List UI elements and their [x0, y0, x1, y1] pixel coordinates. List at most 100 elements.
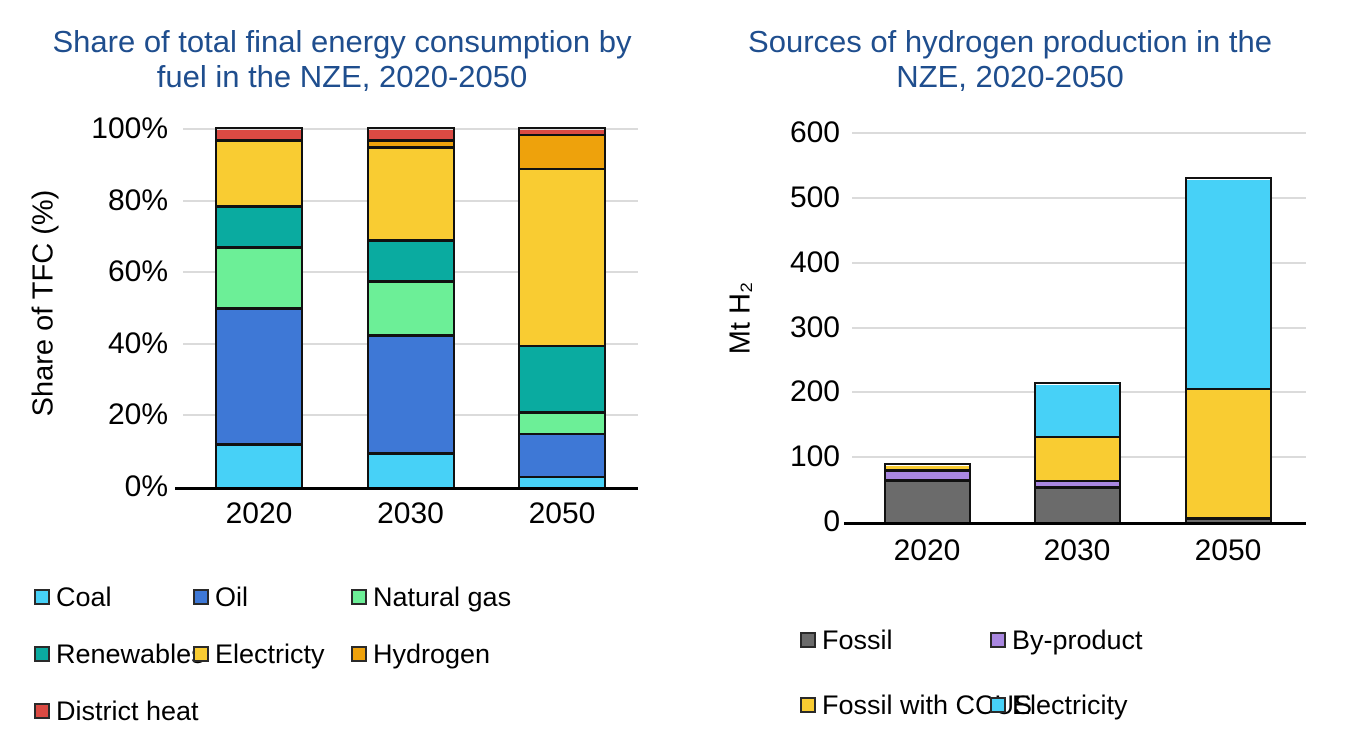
- y-tick-label-60: 60%: [107, 255, 168, 289]
- legend-label-hydrogen: Hydrogen: [373, 638, 491, 669]
- legend-item-hydrogen: Hydrogen: [351, 638, 490, 670]
- legend-label-electricity: Electricity: [1012, 689, 1128, 720]
- chart-title-line-2: fuel in the NZE, 2020-2050: [156, 59, 528, 94]
- y-tick-label-100: 100: [789, 440, 840, 474]
- legend-swatch-oil: [193, 589, 209, 605]
- legend-label-district-heat: District heat: [56, 695, 199, 726]
- bar-segment-fossil: [885, 480, 969, 523]
- segment-divider: [368, 239, 453, 242]
- bar-segment-fossil: [1035, 487, 1119, 523]
- bar-segment-district-heat: [520, 129, 604, 135]
- bar-2030: [1033, 382, 1121, 525]
- chart-title: Sources of hydrogen production in the NZE…: [689, 24, 1331, 94]
- bar-segment-hydrogen: [520, 134, 604, 169]
- legend-swatch-hydrogen: [351, 646, 367, 662]
- y-tick-label-600: 600: [789, 116, 840, 149]
- y-tick-label-0: 0: [823, 505, 840, 538]
- bar-segment-district-heat: [217, 129, 301, 141]
- segment-divider: [1035, 479, 1119, 483]
- legend-item-fossil: Fossil: [800, 624, 893, 656]
- bar-segment-electricity: [1035, 385, 1119, 437]
- bar-segment-coal: [217, 444, 301, 488]
- segment-divider: [368, 280, 453, 283]
- segment-divider: [885, 479, 969, 482]
- segment-divider: [1035, 486, 1119, 489]
- bar-segment-natural-gas: [520, 412, 604, 434]
- segment-divider: [217, 443, 301, 446]
- segment-divider: [885, 469, 969, 472]
- segment-divider: [217, 307, 301, 310]
- legend-label-renewables: Renewables: [56, 638, 205, 669]
- legend-item-electricty: Electricty: [193, 638, 325, 670]
- segment-divider: [1186, 387, 1270, 391]
- bar-segment-oil: [217, 308, 301, 445]
- segment-divider: [520, 432, 604, 436]
- legend-item-oil: Oil: [193, 581, 248, 613]
- legend-swatch-renewables: [34, 646, 50, 662]
- y-tick-label-200: 200: [789, 375, 840, 409]
- legend-swatch-natural-gas: [351, 589, 367, 605]
- legend-label-oil: Oil: [215, 581, 248, 612]
- bar-segment-fossil: [1186, 518, 1270, 523]
- legend-item-natural-gas: Natural gas: [351, 581, 511, 613]
- bar-segment-district-heat: [368, 129, 453, 141]
- x-tick-label-2020: 2020: [893, 534, 961, 567]
- bar-segment-electricity: [1186, 180, 1270, 389]
- bar-2050: [518, 126, 606, 490]
- segment-divider: [1035, 435, 1119, 439]
- segment-divider: [520, 344, 604, 348]
- legend-swatch-by-product: [990, 632, 1006, 648]
- legend-item-district-heat: District heat: [34, 695, 199, 727]
- segment-divider: [368, 452, 453, 455]
- x-tick-label-2030: 2030: [1043, 534, 1111, 567]
- bar-segment-fossil-with-ccus: [1035, 436, 1119, 481]
- legend-item-renewables: Renewables: [34, 638, 205, 670]
- y-tick-label-20: 20%: [107, 398, 168, 432]
- bar-segment-natural-gas: [217, 247, 301, 309]
- legend-label-fossil: Fossil: [822, 624, 893, 655]
- gridline-300: [852, 326, 1306, 329]
- legend-swatch-fossil: [800, 632, 816, 648]
- legend-label-natural-gas: Natural gas: [373, 581, 512, 612]
- bar-segment-by-product: [885, 470, 969, 481]
- legend-swatch-electricity: [990, 697, 1006, 713]
- bar-segment-fossil-with-ccus: [1186, 388, 1270, 519]
- segment-divider: [217, 246, 301, 249]
- gridline-400: [852, 261, 1306, 264]
- segment-divider: [520, 133, 604, 137]
- bar-segment-fossil-with-ccus: [885, 466, 969, 471]
- bar-segment-oil: [520, 433, 604, 477]
- gridline-600: [852, 132, 1306, 134]
- chart-title-line-1: Sources of hydrogen production in the: [748, 24, 1272, 59]
- x-tick-label-2030: 2030: [377, 497, 444, 530]
- chart-title-line-1: Share of total final energy consumption …: [52, 24, 632, 59]
- x-tick-label-2050: 2050: [528, 497, 596, 530]
- bar-segment-electricty: [520, 168, 604, 347]
- x-axis-line: [844, 522, 1306, 525]
- bar-2020: [215, 126, 303, 490]
- y-tick-label-400: 400: [789, 245, 840, 279]
- y-tick-label-0: 0%: [124, 470, 168, 503]
- segment-divider: [368, 139, 453, 142]
- bar-2030: [366, 126, 455, 490]
- legend-label-by-product: By-product: [1012, 624, 1143, 655]
- bar-segment-electricty: [368, 147, 453, 241]
- segment-divider: [520, 475, 604, 479]
- bar-segment-electricty: [217, 140, 301, 207]
- legend-swatch-fossil-with-ccus: [800, 697, 816, 713]
- x-tick-label-2020: 2020: [225, 497, 293, 530]
- segment-divider: [520, 411, 604, 414]
- y-tick-label-80: 80%: [107, 183, 168, 217]
- y-tick-label-40: 40%: [107, 326, 168, 360]
- gridline-100: [183, 128, 638, 130]
- legend-label-electricty: Electricty: [215, 638, 325, 669]
- bar-segment-coal: [368, 453, 453, 488]
- y-tick-label-100: 100%: [91, 112, 168, 145]
- legend-item-coal: Coal: [34, 581, 112, 613]
- bar-segment-renewables: [520, 346, 604, 413]
- chart-title-line-2: NZE, 2020-2050: [896, 59, 1124, 94]
- y-tick-label-500: 500: [789, 180, 840, 214]
